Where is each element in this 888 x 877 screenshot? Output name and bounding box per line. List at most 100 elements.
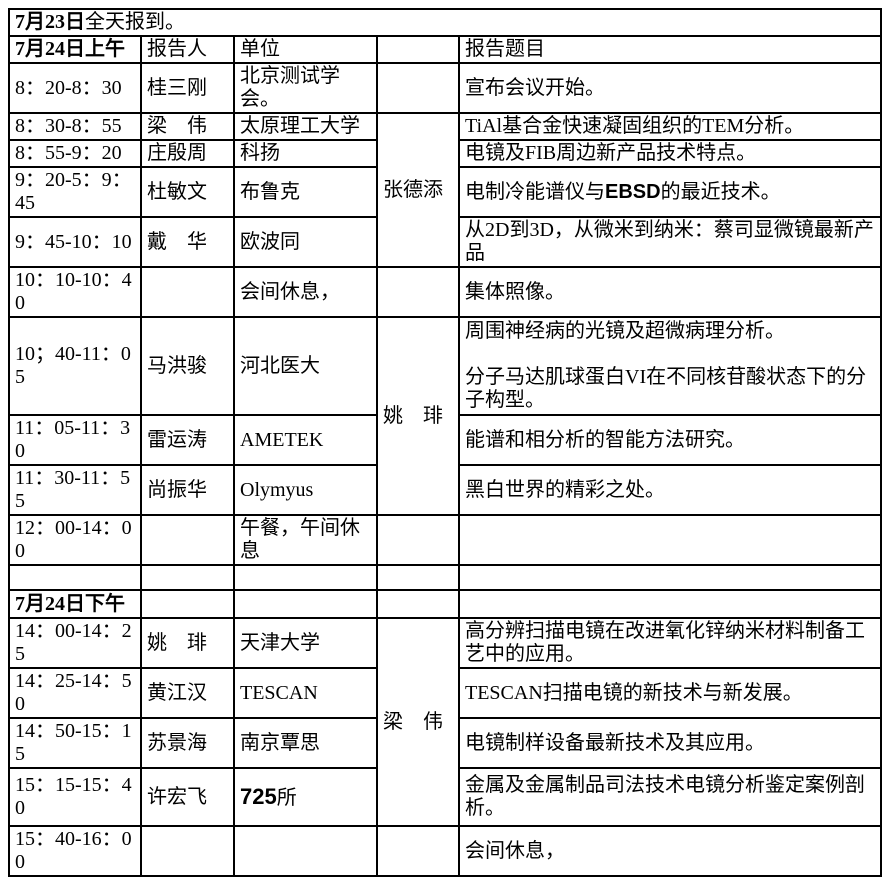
text-line: 725所 xyxy=(240,785,372,810)
time-cell: 12：00-14：00 xyxy=(8,514,142,566)
time-cell: 15：40-16：00 xyxy=(8,825,142,877)
schedule-table: 7月23日全天报到。 7月24日上午 报告人 单位 报告题目 8：20-8：30 桂三刚 北京… xyxy=(7,8,883,877)
text-run: 集体照像。 xyxy=(465,280,565,303)
text-line: 许宏飞 xyxy=(147,786,229,809)
text-run: 14：50-15：15 xyxy=(15,720,132,765)
text-run: 7月24日下午 xyxy=(15,592,125,615)
unit-cell-empty xyxy=(233,589,378,619)
text-run: 报告题目 xyxy=(465,38,545,60)
text-line: 10；40-11：05 xyxy=(15,343,136,389)
text-line: 11：30-11：55 xyxy=(15,467,136,513)
text-run: 分子马达肌球蛋白VI在不同核苷酸状态下的分子构型。 xyxy=(465,366,867,411)
text-line: 7月23日全天报到。 xyxy=(15,11,876,34)
chair-cell-empty xyxy=(376,589,460,619)
text-line: 8：30-8：55 xyxy=(15,115,136,138)
text-run: TESCAN xyxy=(240,681,318,704)
text-run: 能谱和相分析的智能方法研究。 xyxy=(465,428,745,451)
text-line: 杜敏文 xyxy=(147,181,229,204)
title-cell: 会间休息， xyxy=(457,825,883,877)
chair-cell: 张德添 xyxy=(376,112,460,268)
speaker-cell-empty xyxy=(140,564,235,591)
text-line: 梁 伟 xyxy=(383,711,454,734)
text-line: 马洪骏 xyxy=(147,355,229,378)
text-run: 高分辨扫描电镜在改进氧化锌纳米材料制备工艺中的应用。 xyxy=(465,620,865,665)
text-run: 单位 xyxy=(240,38,280,60)
text-run: 桂三刚 xyxy=(147,76,207,99)
title-cell: 高分辨扫描电镜在改进氧化锌纳米材料制备工艺中的应用。 xyxy=(457,617,883,669)
title-cell: TESCAN扫描电镜的新技术与新发展。 xyxy=(457,667,883,719)
text-line: 天津大学 xyxy=(240,632,372,655)
date-banner: 7月23日全天报到。 xyxy=(7,8,883,37)
section-header-cell: 7月24日下午 xyxy=(8,589,142,619)
unit-cell: 科扬 xyxy=(233,139,378,168)
table-body: 7月23日全天报到。 7月24日上午 报告人 单位 报告题目 8：20-8：30 桂三刚 北京… xyxy=(7,8,883,877)
header-chair-empty xyxy=(376,35,460,64)
text-run: 姚 琲 xyxy=(147,631,207,654)
text-run: 尚振华 xyxy=(147,478,207,501)
text-run: 宣布会议开始。 xyxy=(465,76,605,99)
text-run: 太原理工大学 xyxy=(240,115,360,137)
text-line: 14：25-14：50 xyxy=(15,670,136,716)
text-run: 黑白世界的精彩之处。 xyxy=(465,478,665,501)
unit-cell: 725所 xyxy=(233,767,378,827)
speaker-cell: 黄江汉 xyxy=(140,667,235,719)
text-line: 高分辨扫描电镜在改进氧化锌纳米材料制备工艺中的应用。 xyxy=(465,620,876,666)
text-run: EBSD xyxy=(605,180,661,203)
title-cell: TiAl基合金快速凝固组织的TEM分析。 xyxy=(457,112,883,141)
text-line: 7月24日下午 xyxy=(15,593,136,616)
unit-cell: 河北医大 xyxy=(233,316,378,416)
unit-cell: 会间休息， xyxy=(233,266,378,318)
time-cell: 10：10-10：40 xyxy=(8,266,142,318)
text-line: 11：05-11：30 xyxy=(15,417,136,463)
unit-cell: TESCAN xyxy=(233,667,378,719)
text-line: 宣布会议开始。 xyxy=(465,77,876,100)
text-run: 周围神经病的光镜及超微病理分析。 xyxy=(465,320,785,342)
table-row: 11：05-11：30 雷运涛 AMETEK 能谱和相分析的智能方法研究。 xyxy=(8,414,883,466)
title-cell: 电镜及FIB周边新产品技术特点。 xyxy=(457,139,883,168)
unit-cell: 天津大学 xyxy=(233,617,378,669)
unit-cell-empty xyxy=(233,564,378,591)
time-cell: 8：55-9：20 xyxy=(8,139,142,168)
unit-cell: 太原理工大学 xyxy=(233,112,378,141)
time-cell: 14：25-14：50 xyxy=(8,667,142,719)
text-line: 14：50-15：15 xyxy=(15,720,136,766)
table-row: 7月23日全天报到。 xyxy=(7,8,883,37)
text-run: 10：10-10：40 xyxy=(15,269,132,314)
text-run: 的最近技术。 xyxy=(660,180,781,203)
table-row: 8：55-9：20 庄殷周 科扬 电镜及FIB周边新产品技术特点。 xyxy=(8,139,883,168)
text-line: 姚 琲 xyxy=(383,405,454,428)
text-run: 报告人 xyxy=(147,38,207,60)
table-row xyxy=(8,564,883,591)
speaker-cell: 桂三刚 xyxy=(140,62,235,114)
text-line: 会间休息， xyxy=(240,281,372,304)
title-cell: 从2D到3D，从微米到纳米：蔡司显微镜最新产品 xyxy=(457,216,883,268)
title-cell: 集体照像。 xyxy=(457,266,883,318)
chair-cell-empty xyxy=(376,564,460,591)
text-line: 12：00-14：00 xyxy=(15,517,136,563)
table-row: 10；40-11：05 马洪骏 河北医大姚 琲 周围神经病的光镜及超微病理分析。 分子… xyxy=(8,316,883,516)
unit-cell-empty xyxy=(233,825,378,877)
text-run: 欧波同 xyxy=(240,230,300,253)
text-run: 天津大学 xyxy=(240,631,320,654)
header-speaker: 报告人 xyxy=(140,35,235,64)
text-line: 从2D到3D，从微米到纳米：蔡司显微镜最新产品 xyxy=(465,219,876,265)
speaker-cell-empty xyxy=(140,589,235,619)
text-line: 9：20-5：9：45 xyxy=(15,169,136,215)
time-cell: 9：20-5：9：45 xyxy=(8,166,142,218)
text-line: 周围神经病的光镜及超微病理分析。 xyxy=(465,320,876,343)
text-line: 报告人 xyxy=(147,38,229,61)
header-session: 7月24日上午 xyxy=(8,35,142,64)
speaker-cell: 苏景海 xyxy=(140,717,235,769)
text-run: 10；40-11：05 xyxy=(15,343,131,388)
text-line: 金属及金属制品司法技术电镜分析鉴定案例剖析。 xyxy=(465,774,876,820)
speaker-cell: 马洪骏 xyxy=(140,316,235,416)
unit-cell: 欧波同 xyxy=(233,216,378,268)
text-line: 15：40-16：00 xyxy=(15,828,136,874)
time-cell: 14：50-15：15 xyxy=(8,717,142,769)
text-run: TiAl基合金快速凝固组织的TEM分析。 xyxy=(465,115,805,137)
text-run: 庄殷周 xyxy=(147,142,207,164)
time-cell: 11：05-11：30 xyxy=(8,414,142,466)
title-cell: 能谱和相分析的智能方法研究。 xyxy=(457,414,883,466)
time-cell: 11：30-11：55 xyxy=(8,464,142,516)
table-row: 7月24日上午 报告人 单位 报告题目 xyxy=(8,35,883,64)
